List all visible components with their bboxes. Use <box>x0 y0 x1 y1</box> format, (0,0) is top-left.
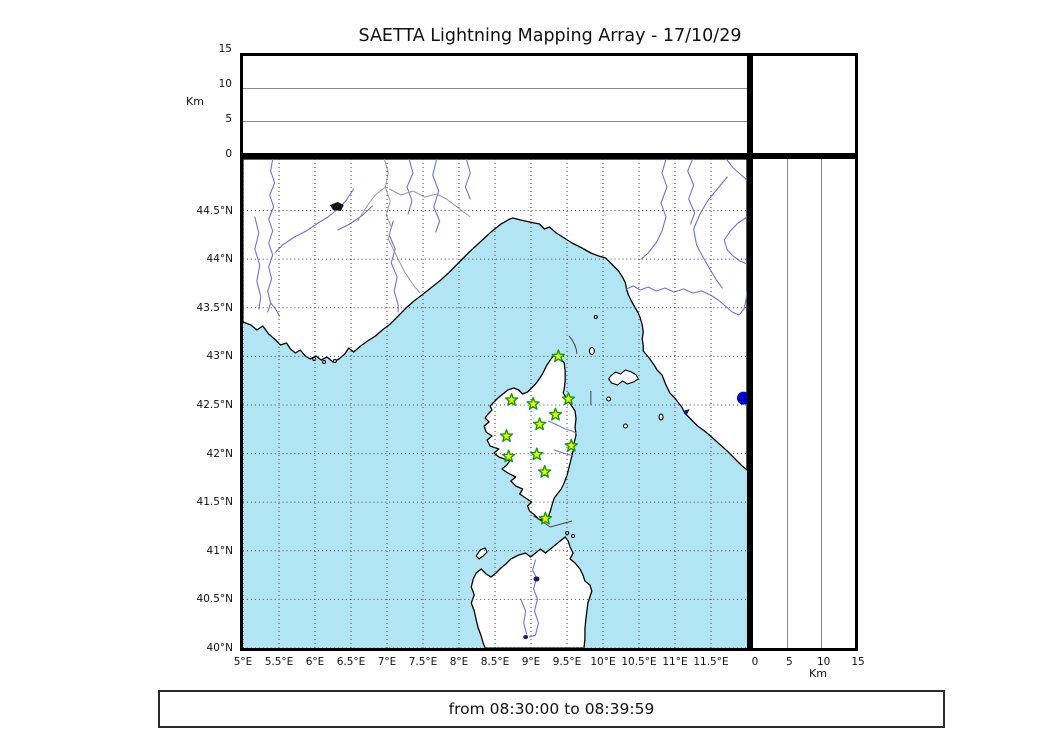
latitude-tick-label: 40.5°N <box>196 593 233 606</box>
altitude-gridline <box>243 120 747 122</box>
sardinia-lake <box>533 576 540 582</box>
giglio-island <box>658 413 664 421</box>
region-border <box>357 186 471 222</box>
longitude-tick-label: 10.5°E <box>621 656 657 668</box>
longitude-tick-label: 7.5°E <box>408 656 438 668</box>
latitude-tick-label: 42°N <box>206 447 233 460</box>
arno-river <box>625 285 747 316</box>
orbetello-lagoon <box>682 409 690 415</box>
hyeres-islet <box>322 359 327 365</box>
longitude-tick-label: 7°E <box>377 656 397 668</box>
longitude-tick-label: 11.5°E <box>693 656 729 668</box>
serchio-river <box>693 176 728 289</box>
longitude-tick-label: 5.5°E <box>264 656 294 668</box>
altitude-tick-label: 15 <box>218 43 232 55</box>
elba-island <box>607 369 640 386</box>
mainland-coastline <box>243 159 747 471</box>
altitude-tick-label: 5 <box>786 656 793 668</box>
lma-station-marker <box>564 438 579 452</box>
latitude-tick-label: 44.5°N <box>196 204 233 217</box>
montecristo-island <box>622 423 628 429</box>
latitude-tick-label: 43°N <box>206 350 233 363</box>
lma-station-marker <box>537 464 552 478</box>
pianosa-island <box>606 396 612 402</box>
po-tributary <box>640 159 696 260</box>
latitude-tick-label: 42.5°N <box>196 398 233 411</box>
longitude-tick-label: 8°E <box>449 656 469 668</box>
altitude-gridline <box>787 159 788 648</box>
alpine-river <box>406 159 471 233</box>
altitude-axis-unit-left: Km <box>186 95 204 108</box>
maritime-line <box>533 335 592 528</box>
lma-station-marker <box>538 511 553 525</box>
lma-station-marker <box>530 447 544 461</box>
altitude-tick-label: 10 <box>218 78 232 90</box>
lma-station-marker <box>526 396 540 410</box>
longitude-tick-label: 6°E <box>305 656 325 668</box>
river <box>254 216 262 310</box>
altitude-tick-label: 10 <box>817 656 831 668</box>
longitude-tick-label: 5°E <box>233 656 253 668</box>
latitude-tick-label: 41°N <box>206 544 233 557</box>
latitude-vs-altitude-panel <box>750 156 858 651</box>
golo-river <box>547 420 577 457</box>
lma-station-marker <box>532 417 547 431</box>
latitude-tick-label: 43.5°N <box>196 301 233 314</box>
lma-station-marker <box>561 391 576 406</box>
longitude-tick-label: 10°E <box>590 656 616 668</box>
longitude-tick-label: 8.5°E <box>480 656 510 668</box>
latitude-tick-label: 40°N <box>206 642 233 655</box>
capraia-island <box>588 346 595 356</box>
durance-river <box>275 188 374 253</box>
data-markers <box>499 349 747 525</box>
longitude-tick-label: 9°E <box>521 656 541 668</box>
altitude-tick-label: 5 <box>225 113 232 125</box>
altitude-tick-label: 15 <box>851 656 865 668</box>
var-river <box>388 220 399 313</box>
altitude-tick-label: 0 <box>751 656 759 668</box>
etang-de-berre-lake <box>329 202 344 211</box>
corsica-coastline <box>483 354 577 522</box>
altitude-vs-longitude-panel <box>240 53 750 156</box>
altitude-gridline <box>821 159 822 648</box>
lightning-source-dot <box>736 391 747 405</box>
lma-station-marker <box>502 449 516 463</box>
latitude-tick-label: 41.5°N <box>196 496 233 509</box>
longitude-tick-label: 6.5°E <box>336 656 366 668</box>
time-range-text: from 08:30:00 to 08:39:59 <box>448 700 655 718</box>
gorgona-island <box>593 314 598 320</box>
lma-station-marker <box>504 392 519 407</box>
sardinia-coastline <box>470 536 593 648</box>
maddalena-islet <box>571 533 576 539</box>
time-range-box: from 08:30:00 to 08:39:59 <box>158 690 945 728</box>
hyeres-islet <box>332 358 337 364</box>
longitude-tick-label: 9.5°E <box>552 656 582 668</box>
river <box>723 159 747 265</box>
altitude-tick-label: 0 <box>225 148 232 160</box>
rhone-river <box>267 159 281 317</box>
figure-title: SAETTA Lightning Mapping Array - 17/10/2… <box>358 26 742 46</box>
sardinia-lake <box>523 635 529 639</box>
lma-station-marker <box>548 407 563 421</box>
geographic-map <box>243 159 747 648</box>
latlon-gridlines <box>243 159 747 648</box>
lma-station-marker <box>499 429 514 442</box>
altitude-axis-unit-right: Km <box>809 667 827 680</box>
coghinas-river <box>520 559 540 638</box>
longitude-tick-label: 11°E <box>662 656 688 668</box>
corner-panel <box>750 53 858 156</box>
altitude-gridline <box>243 88 747 90</box>
latitude-tick-label: 44°N <box>206 253 233 266</box>
lma-station-marker <box>551 349 566 363</box>
